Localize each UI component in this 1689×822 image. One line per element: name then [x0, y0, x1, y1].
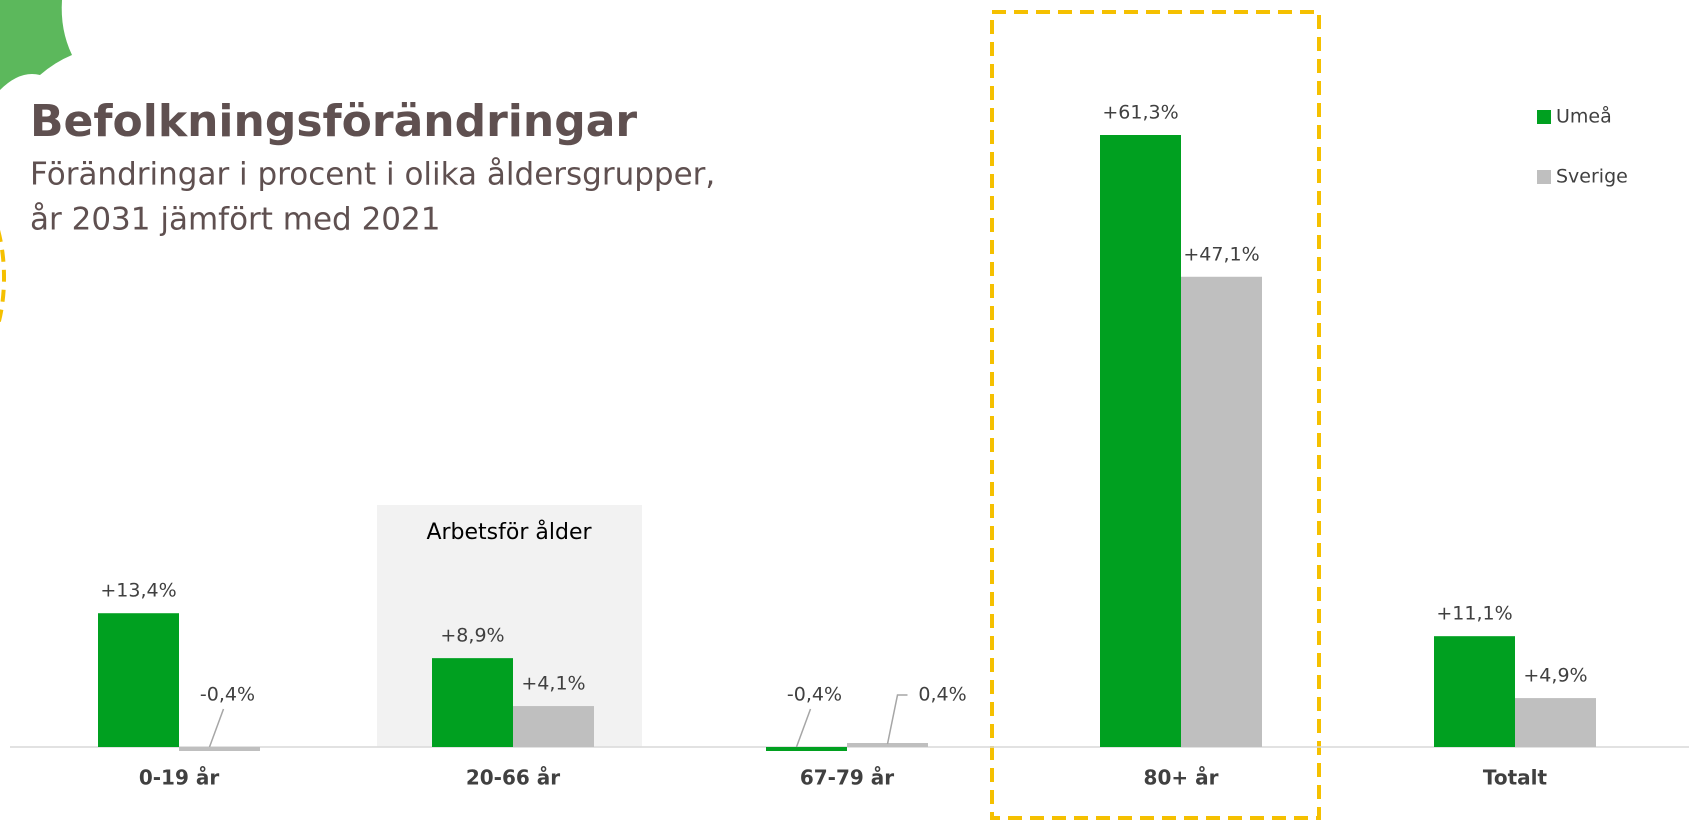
- value-label: +4,1%: [521, 673, 585, 695]
- annotation: Arbetsför ålder: [426, 519, 592, 545]
- bar: [847, 743, 928, 747]
- legend-label: Umeå: [1556, 105, 1612, 128]
- bar: [179, 747, 260, 751]
- bar: [1181, 276, 1262, 747]
- highlight-box: [990, 10, 1321, 820]
- chart-subtitle: Förändringar i procent i olika åldersgru…: [30, 157, 715, 193]
- leader-line: [886, 694, 908, 745]
- legend-label: Sverige: [1556, 166, 1628, 188]
- value-label: -0,4%: [200, 684, 255, 706]
- legend-swatch: [1537, 110, 1551, 124]
- bar: [1100, 135, 1181, 747]
- x-tick-label: 67-79 år: [800, 766, 894, 790]
- x-tick-label: 20-66 år: [466, 766, 560, 790]
- value-label: +4,9%: [1523, 665, 1587, 687]
- bar: [1434, 636, 1515, 747]
- value-label: +47,1%: [1183, 243, 1259, 265]
- bar: [432, 658, 513, 747]
- bar: [98, 613, 179, 747]
- value-label: +61,3%: [1102, 102, 1178, 124]
- legend-swatch: [1537, 170, 1551, 184]
- chart-subtitle: år 2031 jämfört med 2021: [30, 202, 440, 238]
- value-label: +8,9%: [440, 625, 504, 647]
- leader-line: [208, 708, 225, 748]
- bar: [513, 706, 594, 747]
- chart-title: Befolkningsförändringar: [30, 96, 637, 147]
- x-tick-label: 0-19 år: [139, 766, 220, 790]
- value-label: 0,4%: [918, 684, 966, 706]
- bar: [766, 747, 847, 751]
- value-label: -0,4%: [787, 684, 842, 706]
- leader-line: [795, 708, 812, 748]
- value-label: +11,1%: [1436, 603, 1512, 625]
- x-tick-label: 80+ år: [1144, 766, 1219, 790]
- decor-arc: [0, 229, 6, 326]
- decor-blob: [0, 0, 72, 90]
- value-label: +13,4%: [100, 580, 176, 602]
- x-tick-label: Totalt: [1483, 766, 1548, 790]
- bar: [1515, 698, 1596, 747]
